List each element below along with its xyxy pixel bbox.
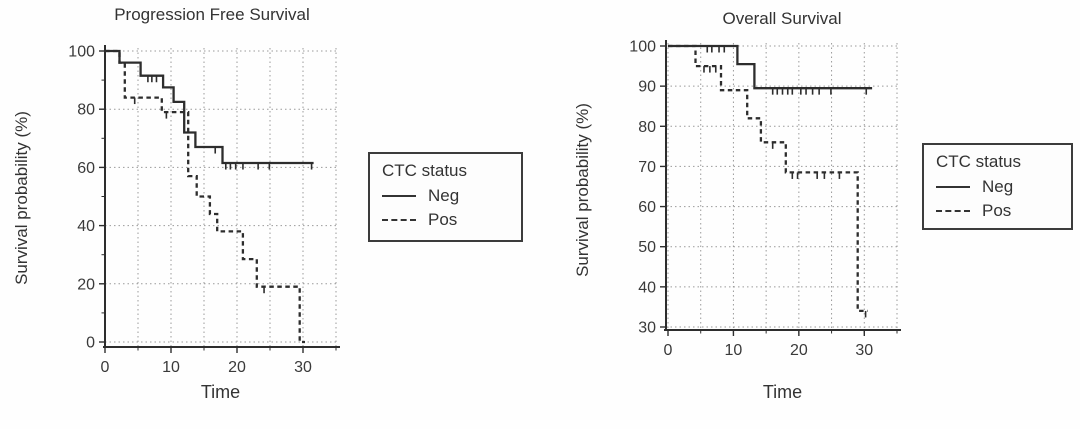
solid-line-sample [382, 195, 416, 197]
pfs-chart-title: Progression Free Survival [114, 5, 310, 24]
pfs-x-axis-label: Time [200, 382, 241, 402]
y-tick-label: 60 [77, 160, 95, 177]
solid-line-sample [936, 186, 970, 188]
x-tick-label: 30 [855, 342, 873, 359]
pfs-legend-entry-pos: Pos [382, 210, 511, 230]
os-x-axis-label: Time [762, 382, 803, 402]
x-tick-label: 10 [162, 359, 180, 376]
y-tick-label: 40 [77, 218, 95, 235]
y-tick-label: 80 [638, 119, 656, 136]
pfs-legend-label-pos: Pos [428, 210, 458, 229]
y-tick-label: 40 [638, 279, 656, 296]
pfs-legend-label-neg: Neg [428, 186, 460, 205]
y-tick-label: 90 [638, 79, 656, 96]
dashed-line-sample [382, 219, 416, 221]
y-tick-label: 20 [77, 276, 95, 293]
y-tick-label: 100 [68, 44, 95, 61]
pfs-plot-area: 0 10 20 30 0 20 40 60 80 100 [68, 44, 340, 376]
y-tick-label: 70 [638, 159, 656, 176]
os-plot-area: 0 10 20 30 30 40 50 60 70 80 90 100 [629, 39, 901, 359]
km-curve-pos [668, 44, 868, 313]
x-tick-label: 30 [294, 359, 312, 376]
km-curve-pos [105, 49, 305, 344]
pfs-legend-title: CTC status [382, 161, 468, 180]
os-legend: CTC status Neg Pos [922, 143, 1073, 230]
y-tick-label: 100 [629, 39, 656, 56]
x-tick-label: 0 [101, 359, 110, 376]
pfs-legend-entry-neg: Neg [382, 186, 511, 206]
pfs-legend: CTC status Neg Pos [368, 152, 523, 242]
y-tick-label: 80 [77, 102, 95, 119]
y-tick-label: 0 [86, 335, 95, 352]
os-legend-label-neg: Neg [982, 177, 1014, 196]
km-curve-neg [105, 49, 314, 165]
km-curve-neg [668, 44, 873, 90]
os-legend-label-pos: Pos [982, 201, 1012, 220]
os-chart-title: Overall Survival [722, 9, 842, 28]
dashed-line-sample [936, 210, 970, 212]
os-legend-title: CTC status [936, 152, 1022, 171]
os-legend-entry-neg: Neg [936, 177, 1061, 197]
x-tick-label: 20 [790, 342, 808, 359]
x-tick-label: 10 [725, 342, 743, 359]
y-tick-label: 50 [638, 239, 656, 256]
os-legend-entry-pos: Pos [936, 201, 1061, 221]
y-tick-label: 30 [638, 320, 656, 337]
x-tick-label: 20 [228, 359, 246, 376]
y-tick-label: 60 [638, 199, 656, 216]
x-tick-label: 0 [664, 342, 673, 359]
